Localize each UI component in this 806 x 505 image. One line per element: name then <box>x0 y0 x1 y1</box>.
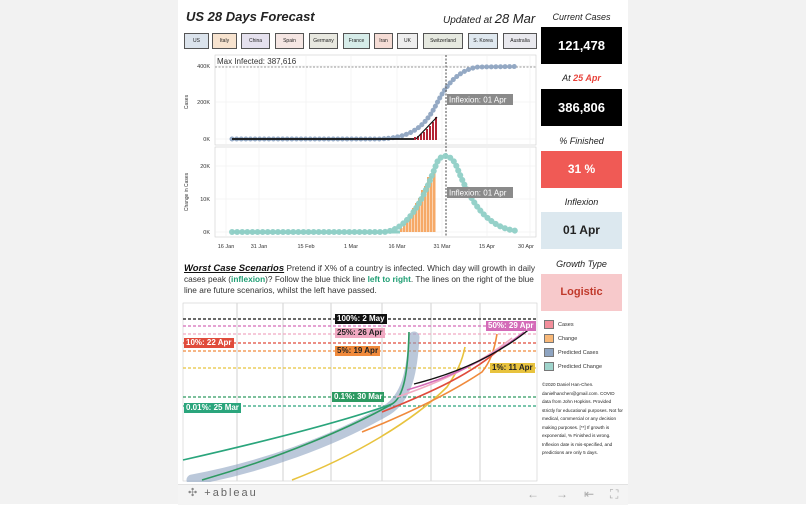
page-title: US 28 Days Forecast <box>186 9 315 24</box>
inflexion-label-top: Inflexion: 01 Apr <box>449 96 507 105</box>
tab-spain[interactable]: Spain <box>275 33 304 49</box>
scenario-curve-10 <box>381 346 503 413</box>
forecast-charts: Cases 400K 200K 0K Change in Cases 20K 1… <box>184 54 537 250</box>
updated-at: Updated at 28 Mar <box>443 11 535 26</box>
tab-uk[interactable]: UK <box>397 33 418 49</box>
legend-swatch-predicted-cases <box>544 348 554 357</box>
tableau-toolbar <box>178 484 628 505</box>
blue-trajectory <box>186 331 420 482</box>
legend-swatch-cases <box>544 320 554 329</box>
legend-label-change: Change <box>558 335 578 342</box>
current-cases-value: 121,478 <box>541 27 622 64</box>
tab-switzerland[interactable]: Switzerland <box>423 33 463 49</box>
at-date: 25 Apr <box>573 73 601 83</box>
xtick-15-feb: 15 Feb <box>297 244 314 250</box>
top-ytick-400k: 400K <box>197 64 210 70</box>
redo-icon[interactable]: → <box>556 487 568 501</box>
scenario-tag-100: 100%: 2 May <box>335 314 387 324</box>
tab-iran[interactable]: Iran <box>374 33 393 49</box>
xtick-30-apr: 30 Apr <box>518 244 534 250</box>
at-prefix: At <box>562 73 571 83</box>
legend-predicted-cases[interactable]: Predicted Cases <box>544 348 598 357</box>
bottom-ytick-10k: 10K <box>200 197 210 203</box>
worst-case-highlight-inflexion: inflexion <box>231 274 266 284</box>
scenario-tag-1: 1%: 11 Apr <box>490 363 535 373</box>
top-ylabel: Cases <box>184 94 190 109</box>
scenario-tag-0-01: 0.01%: 25 Mar <box>184 403 241 413</box>
worst-case-text-3: . The lines on the right of the blue lin… <box>184 274 534 295</box>
tab-italy[interactable]: Italy <box>212 33 237 49</box>
bottom-ytick-20k: 20K <box>200 164 210 170</box>
tab-australia[interactable]: Australia <box>503 33 537 49</box>
undo-icon[interactable]: ← <box>527 487 539 501</box>
top-ytick-0k: 0K <box>203 137 210 143</box>
finished-value: 31 % <box>541 151 622 188</box>
worst-case-description: Worst Case Scenarios Pretend if X% of a … <box>184 263 536 296</box>
tab-china[interactable]: China <box>241 33 270 49</box>
inflexion-label-bottom: Inflexion: 01 Apr <box>449 189 507 198</box>
scenario-tag-0-1: 0.1%: 30 Mar <box>332 392 385 402</box>
scenario-tag-5: 5%: 19 Apr <box>335 346 381 356</box>
xtick-16-jan: 16 Jan <box>218 244 235 250</box>
predicted-change-curve <box>229 153 521 235</box>
scenario-tag-25: 25%: 26 Apr <box>335 328 385 338</box>
max-infected-label: Max Infected: 387,616 <box>217 57 297 66</box>
xtick-16-mar: 16 Mar <box>388 244 405 250</box>
left-margin <box>0 0 178 504</box>
credits-warning: [**] If growth is exponential, % Finishe… <box>542 424 613 456</box>
bottom-ytick-0k: 0K <box>203 230 210 236</box>
updated-date: 28 Mar <box>494 11 536 26</box>
tab-s-korea[interactable]: S. Korea <box>468 33 498 49</box>
credits: ©2020 Daniel Han-Chen. danielhanchen@gma… <box>542 381 624 458</box>
xtick-1-mar: 1 Mar <box>344 244 358 250</box>
legend-swatch-predicted-change <box>544 362 554 371</box>
tab-us[interactable]: US <box>184 33 209 49</box>
tableau-logo[interactable]: ✣ +ableau <box>188 486 258 499</box>
legend-swatch-change <box>544 334 554 343</box>
worst-case-highlight-left-right: left to right <box>367 274 411 284</box>
cases-bars <box>414 117 437 140</box>
scenario-tag-10: 10%: 22 Apr <box>184 338 234 348</box>
at-date-value: 386,806 <box>541 89 622 126</box>
updated-prefix: Updated at <box>443 15 492 26</box>
revert-icon[interactable]: ⇤ <box>584 487 595 501</box>
inflexion-side-label: Inflexion <box>564 197 599 207</box>
bottom-ylabel: Change in Cases <box>184 172 190 211</box>
at-date-label: At 25 Apr <box>541 73 622 83</box>
legend-predicted-change[interactable]: Predicted Change <box>544 362 602 371</box>
xtick-15-apr: 15 Apr <box>479 244 495 250</box>
right-margin <box>628 0 806 504</box>
predicted-cases-curve <box>229 64 521 142</box>
worst-case-text-2: )? Follow the blue thick line <box>265 274 368 284</box>
xtick-31-jan: 31 Jan <box>251 244 268 250</box>
inflexion-side-value: 01 Apr <box>541 212 622 249</box>
legend-label-predicted-change: Predicted Change <box>558 363 603 370</box>
top-ytick-200k: 200K <box>197 100 210 106</box>
scenario-curve-0-01 <box>182 403 393 461</box>
growth-type-label: Growth Type <box>556 259 607 269</box>
legend-change[interactable]: Change <box>544 334 577 343</box>
scenario-curve-0-1 <box>201 331 410 481</box>
worst-case-text-1: Pretend if X% of a country is infected. … <box>184 263 536 284</box>
tab-germany[interactable]: Germany <box>309 33 338 49</box>
legend-cases[interactable]: Cases <box>544 320 574 329</box>
credits-text: ©2020 Daniel Han-Chen. danielhanchen@gma… <box>542 382 623 430</box>
fullscreen-icon[interactable]: ⛶ <box>610 487 619 501</box>
tableau-logo-icon: ✣ <box>188 487 205 499</box>
tableau-brand: +ableau <box>204 487 258 499</box>
legend-label-cases: Cases <box>558 321 574 328</box>
worst-case-heading: Worst Case Scenarios <box>184 263 285 274</box>
current-cases-label: Current Cases <box>552 12 611 22</box>
finished-label: % Finished <box>559 136 604 146</box>
legend-label-predicted-cases: Predicted Cases <box>558 349 599 356</box>
vertical-gridlines <box>225 55 531 237</box>
actual-cases-tip <box>415 116 438 140</box>
tab-france[interactable]: France <box>343 33 370 49</box>
change-bars <box>400 172 436 232</box>
scenario-tag-50: 50%: 29 Apr <box>486 321 536 331</box>
growth-type-value: Logistic <box>541 274 622 311</box>
xtick-31-mar: 31 Mar <box>433 244 450 250</box>
scenario-curve-100 <box>413 326 533 385</box>
